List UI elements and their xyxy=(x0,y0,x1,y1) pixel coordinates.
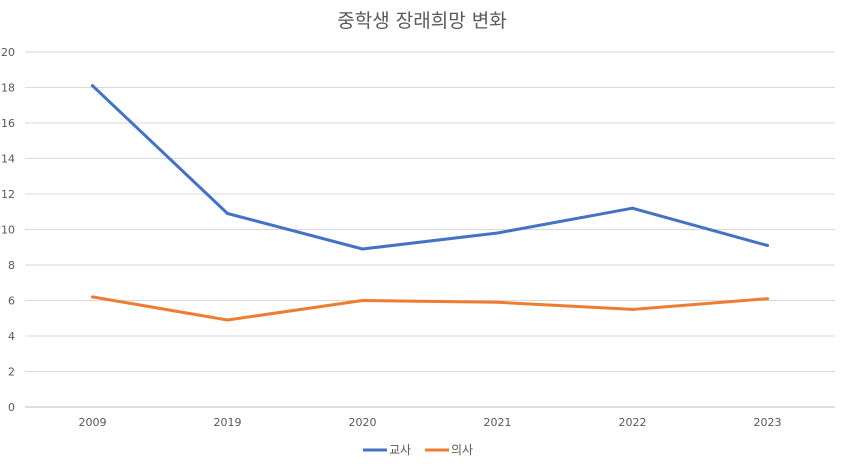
data-point xyxy=(361,247,364,251)
x-tick-label: 2019 xyxy=(214,416,242,429)
data-point xyxy=(631,307,634,311)
y-tick-label: 8 xyxy=(8,259,15,272)
data-point xyxy=(766,243,769,247)
chart-title: 중학생 장래희망 변화 xyxy=(337,10,506,32)
legend-label: 의사 xyxy=(451,443,473,457)
series-lines xyxy=(91,84,769,322)
y-tick-label: 18 xyxy=(1,82,15,95)
series-line-2 xyxy=(91,295,769,322)
y-tick-label: 16 xyxy=(1,117,15,130)
y-axis-ticks: 0 2 4 6 8 10 12 14 16 18 20 xyxy=(1,46,15,414)
x-tick-label: 2009 xyxy=(79,416,107,429)
x-tick-label: 2023 xyxy=(754,416,782,429)
data-point xyxy=(766,297,769,301)
x-tick-label: 2021 xyxy=(484,416,512,429)
y-tick-label: 0 xyxy=(8,401,15,414)
series-line-1 xyxy=(91,84,769,251)
data-point xyxy=(226,212,229,216)
data-point xyxy=(496,300,499,304)
data-point xyxy=(496,231,499,235)
data-point xyxy=(91,295,94,299)
data-point xyxy=(361,299,364,302)
y-tick-label: 2 xyxy=(8,366,15,379)
y-tick-label: 14 xyxy=(1,153,15,166)
x-axis-ticks: 2009 2019 2020 2021 2022 2023 xyxy=(79,416,782,429)
legend-label: 교사 xyxy=(389,443,411,457)
x-tick-label: 2022 xyxy=(619,416,647,429)
data-point xyxy=(226,318,229,322)
y-tick-label: 12 xyxy=(1,188,15,201)
x-tick-label: 2020 xyxy=(349,416,377,429)
data-point xyxy=(91,84,94,88)
y-tick-label: 6 xyxy=(8,295,15,308)
legend: 교사 의사 xyxy=(363,443,473,457)
y-tick-label: 4 xyxy=(8,330,15,343)
y-tick-label: 10 xyxy=(1,224,15,237)
y-tick-label: 20 xyxy=(1,46,15,59)
grid-lines xyxy=(25,51,835,408)
data-point xyxy=(631,206,634,210)
